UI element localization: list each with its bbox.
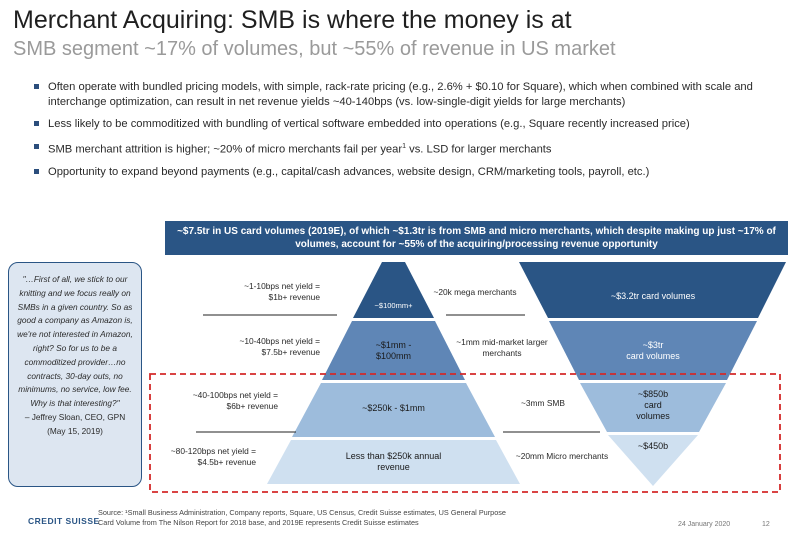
pyramid-tier-label: ~$100mm+ [374,301,413,310]
volume-tier-4 [608,435,698,486]
pyramid-tier-label: ~$1mm - $100mm [375,340,412,361]
volume-tier-1 [519,262,786,318]
smb-highlight-box [149,373,781,493]
card-volume-label: ~$450b [637,441,669,451]
bullet-marker-icon [34,84,39,89]
bullet-marker-icon [34,143,39,149]
pyramid-tier-3 [292,383,495,437]
bullet-marker-icon [34,121,39,126]
page-subtitle: SMB segment ~17% of volumes, but ~55% of… [13,38,616,60]
merchant-count-label: ~1mm mid-market larger merchants [456,337,548,358]
tier-yield-label: ~40-100bps net yield = $6b+ revenue [192,390,278,411]
summary-banner: ~$7.5tr in US card volumes (2019E), of w… [165,221,788,255]
merchant-count-label: ~20k mega merchants [433,287,517,297]
bullet-item: Opportunity to expand beyond payments (e… [34,165,786,180]
credit-suisse-logo: CREDIT SUISSE [28,516,100,526]
card-volume-label: ~$3tr card volumes [626,340,680,361]
footer-date: 24 January 2020 [678,521,731,528]
bullet-item: Often operate with bundled pricing model… [34,80,786,109]
page-number: 12 [762,521,770,528]
pyramid-tier-4 [267,440,520,484]
pyramid-tier-label: ~$250k - $1mm [362,403,425,413]
pyramid-tier-2 [322,321,465,380]
card-volume-label: ~$3.2tr card volumes [610,291,696,301]
bullet-item: SMB merchant attrition is higher; ~20% o… [34,140,786,157]
footnote-marker: 1 [402,142,407,150]
merchant-count-label: ~20mm Micro merchants [515,451,609,461]
quote-text: "…First of all, we stick to our knitting… [17,274,133,409]
quote-date: (May 15, 2019) [47,425,103,436]
bullet-item: Less likely to be commoditized with bund… [34,117,786,132]
quote-attribution: – Jeffrey Sloan, CEO, GPN [24,411,126,422]
quote-box: "…First of all, we stick to our knitting… [8,262,142,487]
card-volume-label: ~$850b card volumes [636,389,670,421]
pyramid-tier-label: Less than $250k annual revenue [345,451,442,472]
volume-tier-2 [549,321,757,380]
tier-yield-label: ~80-120bps net yield = $4.5b+ revenue [170,446,256,467]
bullet-list: Often operate with bundled pricing model… [34,80,786,187]
bullet-marker-icon [34,168,39,174]
page-title: Merchant Acquiring: SMB is where the mon… [13,6,572,34]
tier-yield-label: ~10-40bps net yield = $7.5b+ revenue [239,336,320,357]
tier-yield-label: ~1-10bps net yield = $1b+ revenue [244,281,320,302]
pyramid-tier-1 [353,262,434,318]
merchant-count-label: ~3mm SMB [521,398,565,408]
volume-tier-3 [580,383,726,432]
source-note: Source: ¹Small Business Administration, … [98,508,506,527]
